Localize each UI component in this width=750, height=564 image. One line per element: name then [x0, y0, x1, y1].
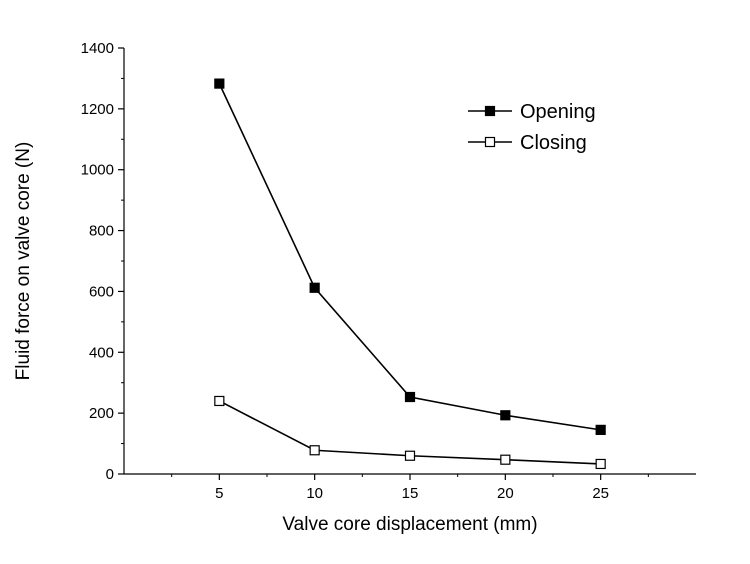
x-tick-label: 15: [402, 485, 419, 502]
y-tick-label: 0: [106, 466, 114, 483]
legend-label: Opening: [520, 101, 596, 123]
y-axis-title: Fluid force on valve core (N): [13, 142, 34, 381]
axes: [123, 48, 696, 475]
data-point-marker: [214, 395, 225, 407]
series-closing: [214, 395, 606, 470]
x-tick-label: 5: [215, 485, 223, 502]
legend-marker: [484, 105, 496, 117]
x-tick-label: 25: [592, 485, 609, 502]
x-tick-label: 10: [306, 485, 323, 502]
data-point-marker: [595, 424, 606, 435]
legend-item: Opening: [468, 101, 596, 123]
legend-label: Closing: [520, 132, 587, 154]
data-point-marker: [404, 391, 416, 403]
data-series: [214, 78, 606, 470]
legend-item: Closing: [468, 132, 587, 154]
data-point-marker: [404, 450, 416, 461]
legend: Opening Closing: [468, 101, 596, 154]
y-tick-label: 400: [89, 344, 114, 361]
data-point-marker: [309, 282, 320, 293]
legend-marker: [484, 136, 496, 148]
y-tick-label: 600: [89, 283, 114, 300]
tick-marks: 0 200 400 600 800 1000 1200 1400 5 10 15 20 25: [81, 40, 649, 502]
data-point-marker: [214, 78, 225, 89]
data-point-marker: [500, 454, 511, 465]
data-point-marker: [309, 445, 320, 456]
y-tick-label: 1400: [81, 40, 114, 57]
series-opening: [214, 78, 606, 435]
y-tick-label: 800: [89, 223, 114, 240]
data-point-marker: [595, 458, 606, 470]
x-tick-label: 20: [497, 485, 514, 502]
data-point-marker: [500, 410, 511, 421]
y-tick-label: 1000: [81, 162, 114, 179]
y-tick-label: 200: [89, 405, 114, 422]
x-axis-title: Valve core displacement (mm): [282, 514, 537, 535]
y-tick-label: 1200: [81, 101, 114, 118]
